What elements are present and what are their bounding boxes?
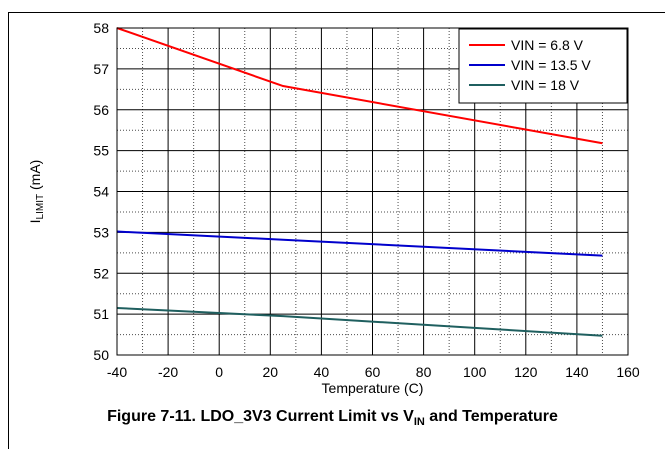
y-axis-label-main: I [27, 219, 43, 223]
y-tick-label: 51 [93, 306, 109, 322]
x-tick-label: 120 [514, 364, 538, 380]
current-limit-chart: -40 -20 0 20 40 60 80 100 120 140 160 50 51 52 53 54 55… [27, 20, 640, 396]
y-tick-label: 52 [93, 265, 109, 281]
y-tick-label: 57 [93, 61, 109, 77]
caption-suffix: and Temperature [424, 408, 558, 425]
figure-caption: Figure 7-11. LDO_3V3 Current Limit vs VI… [0, 408, 665, 428]
legend-label-1: VIN = 6.8 V [511, 37, 584, 53]
y-tick-label: 58 [93, 20, 109, 36]
x-axis-label: Temperature (C) [322, 380, 424, 396]
y-tick-label: 50 [93, 347, 109, 363]
caption-prefix: Figure 7-11. LDO_3V3 Current Limit vs V [107, 408, 414, 425]
series-lines [116, 27, 603, 337]
x-tick-label: 60 [365, 364, 381, 380]
x-tick-label: 100 [463, 364, 487, 380]
x-tick-label: 20 [263, 364, 279, 380]
x-tick-labels: -40 -20 0 20 40 60 80 100 120 140 160 [107, 364, 640, 380]
x-tick-label: -20 [158, 364, 178, 380]
y-tick-label: 53 [93, 224, 109, 240]
figure-frame-left [8, 12, 9, 449]
legend-label-3: VIN = 18 V [511, 77, 580, 93]
y-tick-label: 54 [93, 184, 109, 200]
caption-subscript: IN [413, 416, 425, 429]
y-tick-labels: 50 51 52 53 54 55 56 57 58 [93, 20, 109, 363]
y-axis-label: ILIMIT (mA) [27, 160, 46, 224]
figure-frame-top [8, 12, 665, 13]
x-tick-label: 80 [416, 364, 432, 380]
y-axis-label-subscript: LIMIT [35, 194, 46, 220]
x-tick-label: 40 [314, 364, 330, 380]
y-tick-label: 55 [93, 143, 109, 159]
x-tick-label: 140 [565, 364, 589, 380]
x-tick-label: 0 [215, 364, 223, 380]
x-tick-label: 160 [616, 364, 640, 380]
series-line-2 [116, 230, 603, 257]
series-line-3 [116, 306, 603, 337]
plot-border [116, 27, 629, 356]
x-tick-label: -40 [107, 364, 127, 380]
legend-label-2: VIN = 13.5 V [511, 57, 591, 73]
y-tick-label: 56 [93, 102, 109, 118]
series-line-1 [116, 27, 603, 145]
legend: VIN = 6.8 V VIN = 13.5 V VIN = 18 V [458, 28, 628, 104]
y-axis-label-unit: (mA) [27, 160, 43, 194]
